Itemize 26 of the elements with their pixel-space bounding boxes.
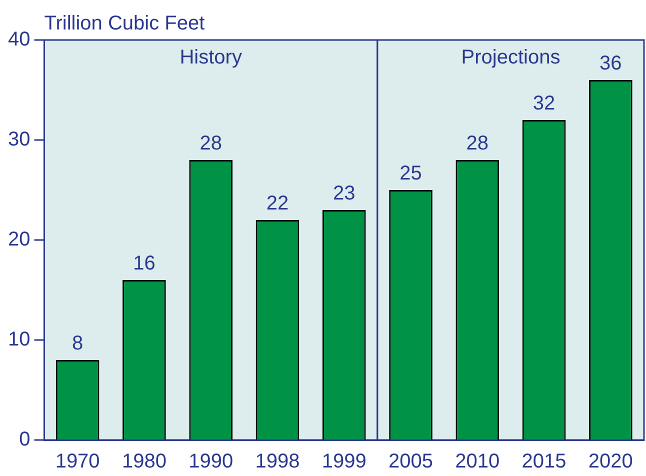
x-tick-label: 2020 xyxy=(588,450,633,473)
x-tick-label: 1999 xyxy=(322,450,366,473)
data-label: 36 xyxy=(600,52,622,75)
band-label: Projections xyxy=(461,46,560,69)
x-tick-label: 2005 xyxy=(388,450,434,473)
y-tick-label: 0 xyxy=(19,428,30,451)
x-tick-label: 1990 xyxy=(188,450,234,473)
data-label: 16 xyxy=(133,252,156,275)
x-tick-label: 2015 xyxy=(522,450,566,473)
data-label: 23 xyxy=(333,182,356,205)
data-label: 28 xyxy=(200,132,222,155)
y-tick-label: 30 xyxy=(8,128,30,151)
x-tick-label: 2010 xyxy=(455,450,500,473)
y-tick-label: 20 xyxy=(8,228,30,251)
x-tick-label: 1998 xyxy=(255,450,300,473)
data-label: 8 xyxy=(72,332,84,355)
band-label: History xyxy=(180,46,242,69)
x-tick-label: 1980 xyxy=(122,450,166,473)
y-tick-label: 40 xyxy=(8,28,30,51)
data-label: 25 xyxy=(400,162,422,185)
y-tick-label: 10 xyxy=(8,328,30,351)
data-label: 28 xyxy=(466,132,489,155)
data-label: 22 xyxy=(266,192,289,215)
data-label: 32 xyxy=(532,92,556,115)
x-tick-label: 1970 xyxy=(55,450,100,473)
y-axis-title: Trillion Cubic Feet xyxy=(44,12,206,35)
